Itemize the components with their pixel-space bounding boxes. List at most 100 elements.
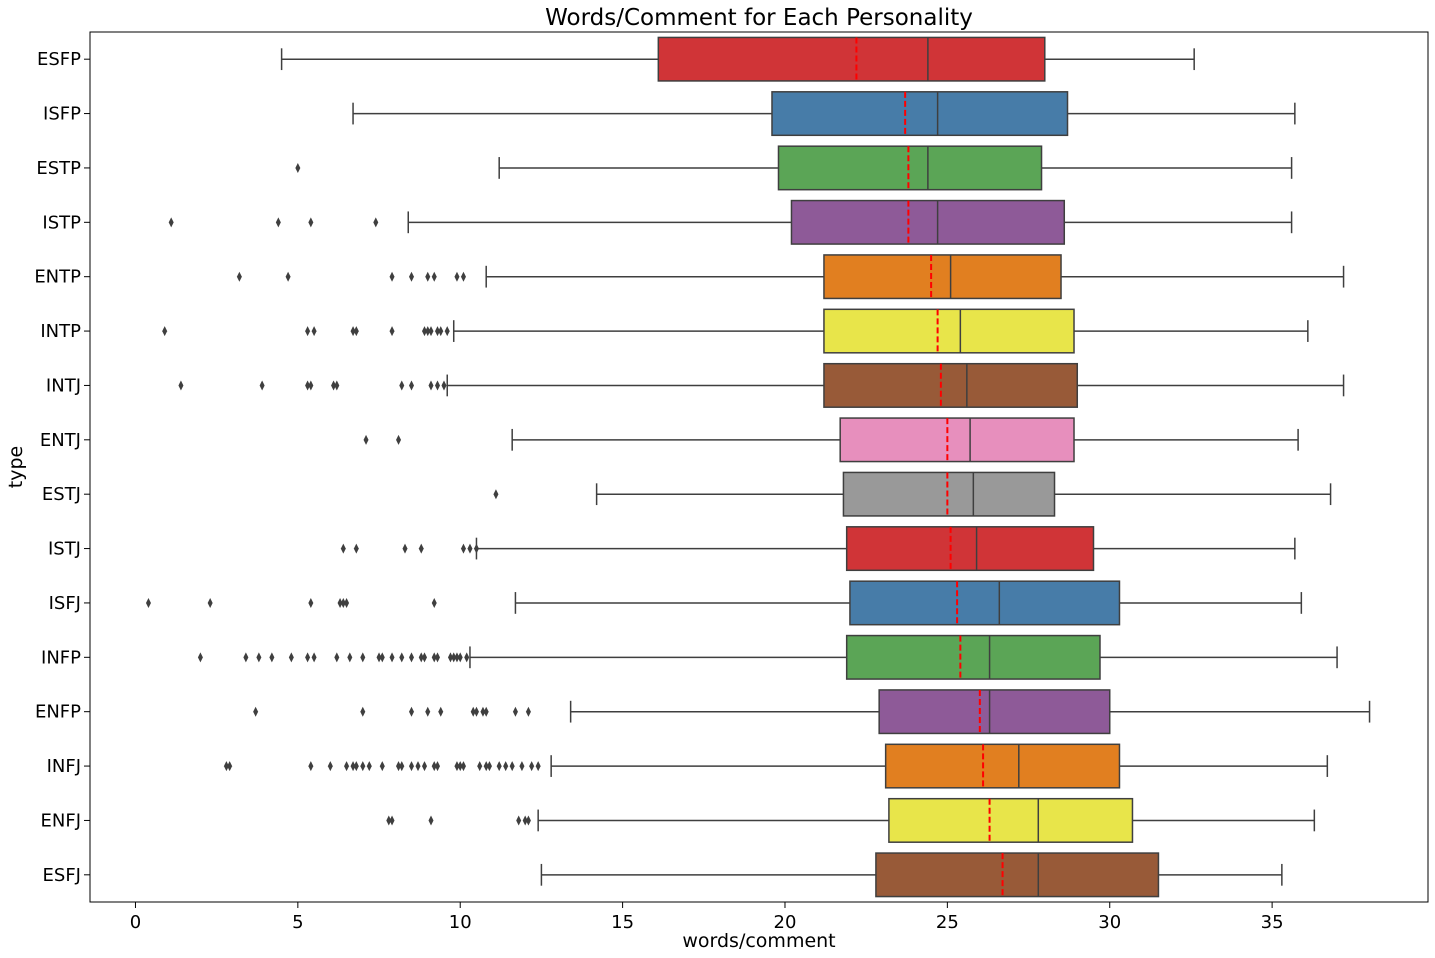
- outlier-point: [409, 380, 415, 391]
- outlier-point: [399, 761, 405, 772]
- outlier-point: [285, 271, 291, 282]
- iqr-box: [823, 254, 1062, 300]
- outlier-point: [389, 326, 395, 337]
- outlier-point: [223, 761, 229, 772]
- outlier-point: [457, 652, 463, 663]
- outlier-point: [366, 761, 372, 772]
- outlier-point: [431, 597, 437, 608]
- iqr-box: [839, 417, 1075, 463]
- outlier-point: [197, 652, 203, 663]
- outlier-point: [340, 543, 346, 554]
- outlier-point: [399, 652, 405, 663]
- outlier-point: [483, 706, 489, 717]
- plot-area: [145, 36, 1371, 898]
- box-istp: [168, 199, 1293, 245]
- box-enfp: [253, 689, 1371, 735]
- box-infp: [197, 634, 1338, 680]
- y-tick-label: ESTJ: [42, 484, 81, 505]
- outlier-point: [337, 597, 343, 608]
- outlier-point: [295, 162, 301, 173]
- outlier-point: [207, 597, 213, 608]
- x-tick-label: 35: [1261, 912, 1284, 933]
- outlier-point: [145, 597, 151, 608]
- y-tick-label: ENFP: [35, 702, 81, 723]
- outlier-point: [389, 271, 395, 282]
- outlier-point: [275, 217, 281, 228]
- outlier-point: [402, 543, 408, 554]
- outlier-point: [434, 761, 440, 772]
- outlier-point: [243, 652, 249, 663]
- y-tick-label: ENTJ: [40, 430, 81, 451]
- y-tick-label: ISFP: [43, 104, 81, 125]
- outlier-point: [353, 761, 359, 772]
- outlier-point: [428, 815, 434, 826]
- outlier-point: [529, 761, 535, 772]
- box-isfj: [145, 580, 1303, 626]
- outlier-point: [178, 380, 184, 391]
- y-tick-label: ISTP: [42, 212, 81, 233]
- x-tick-label: 5: [292, 912, 303, 933]
- outlier-point: [434, 652, 440, 663]
- y-tick-label: INFJ: [47, 756, 81, 777]
- outlier-point: [422, 326, 427, 337]
- outlier-point: [360, 652, 366, 663]
- outlier-point: [483, 761, 489, 772]
- iqr-box: [790, 199, 1066, 245]
- outlier-point: [350, 761, 356, 772]
- iqr-box: [845, 526, 1095, 572]
- outlier-point: [227, 761, 233, 772]
- iqr-box: [845, 634, 1101, 680]
- outlier-point: [350, 326, 356, 337]
- outlier-point: [428, 380, 434, 391]
- outlier-point: [373, 217, 379, 228]
- outlier-point: [480, 706, 486, 717]
- y-tick-label: ESFJ: [43, 865, 81, 886]
- outlier-point: [259, 380, 265, 391]
- outlier-point: [460, 271, 466, 282]
- outlier-point: [386, 815, 392, 826]
- outlier-point: [477, 761, 483, 772]
- outlier-point: [516, 815, 522, 826]
- y-tick-label: INTJ: [46, 375, 81, 396]
- outlier-point: [473, 543, 479, 554]
- outlier-point: [512, 706, 518, 717]
- y-tick-label: INFP: [41, 647, 81, 668]
- outlier-point: [454, 271, 460, 282]
- y-tick-label: ENFJ: [41, 810, 82, 831]
- outlier-point: [486, 761, 492, 772]
- outlier-point: [168, 217, 174, 228]
- y-tick-label: ENTP: [34, 267, 81, 288]
- outlier-point: [522, 815, 528, 826]
- outlier-point: [389, 815, 395, 826]
- box-entj: [363, 417, 1299, 463]
- outlier-point: [422, 761, 427, 772]
- outlier-point: [535, 761, 541, 772]
- outlier-point: [470, 706, 476, 717]
- box-estp: [295, 145, 1293, 191]
- outlier-point: [425, 271, 431, 282]
- outlier-point: [334, 380, 340, 391]
- outlier-point: [331, 380, 337, 391]
- outlier-point: [311, 326, 317, 337]
- y-tick-label: ESFP: [37, 49, 81, 70]
- y-tick-label: ISFJ: [49, 593, 81, 614]
- box-entp: [236, 254, 1345, 300]
- box-esfp: [280, 36, 1195, 82]
- plot-frame: [89, 31, 1429, 903]
- box-intp: [162, 308, 1309, 354]
- iqr-box: [884, 743, 1121, 789]
- outlier-point: [363, 434, 369, 445]
- x-tick-label: 10: [449, 912, 472, 933]
- outlier-point: [334, 652, 340, 663]
- outlier-point: [396, 761, 402, 772]
- outlier-point: [379, 761, 385, 772]
- iqr-box: [875, 852, 1160, 898]
- iqr-box: [823, 362, 1079, 408]
- outlier-point: [447, 652, 453, 663]
- outlier-point: [438, 326, 444, 337]
- outlier-point: [438, 706, 444, 717]
- outlier-point: [376, 652, 382, 663]
- outlier-point: [308, 761, 314, 772]
- iqr-box: [823, 308, 1075, 354]
